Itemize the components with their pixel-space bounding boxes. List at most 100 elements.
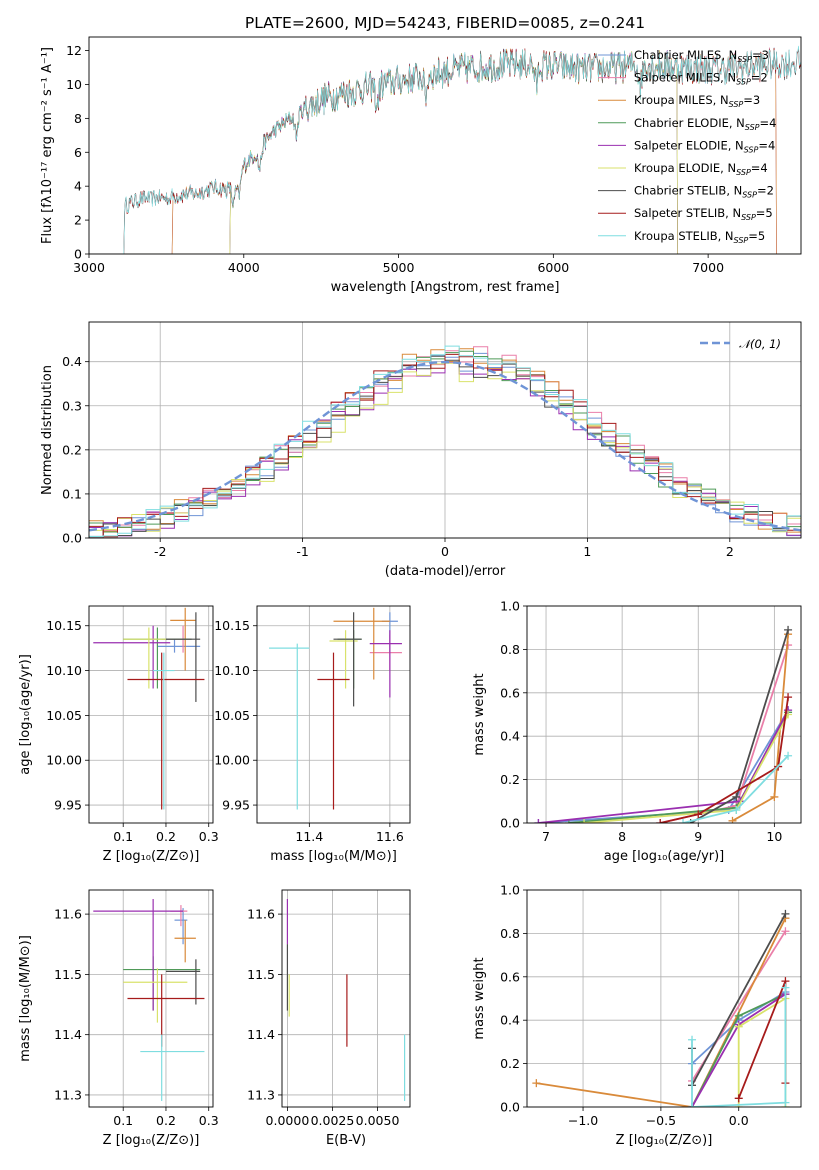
x-axis-label: age [log₁₀(age/yr)] bbox=[604, 849, 725, 864]
x-axis-label: Z [log₁₀(Z/Z⊙)] bbox=[616, 1133, 713, 1148]
y-axis-label: mass weight bbox=[472, 673, 487, 755]
y-axis-label: age [log₁₀(age/yr)] bbox=[18, 654, 33, 775]
y-tick-label: 0.6 bbox=[500, 685, 520, 700]
y-tick-label: 10 bbox=[66, 77, 82, 92]
y-tick-label: 0.4 bbox=[500, 729, 520, 744]
weight-point bbox=[770, 792, 779, 801]
weight-line-3 bbox=[568, 711, 789, 823]
x-tick-label: 0.0000 bbox=[266, 1113, 310, 1128]
x-tick-label: 0.1 bbox=[113, 1113, 133, 1128]
plot-area bbox=[532, 909, 790, 1107]
axes-frame bbox=[88, 605, 214, 824]
x-tick-label: 0.2 bbox=[156, 1113, 176, 1128]
y-tick-label: 4 bbox=[74, 179, 82, 194]
x-tick-label: 9 bbox=[694, 829, 702, 844]
axes-frame bbox=[256, 605, 411, 824]
y-tick-label: 2 bbox=[74, 213, 82, 228]
x-tick-label: -1 bbox=[296, 544, 308, 559]
y-tick-label: 10.05 bbox=[214, 708, 250, 723]
legend-label: Kroupa MILES, NSSP=3 bbox=[634, 93, 760, 109]
weight-line-0 bbox=[538, 709, 789, 823]
y-tick-label: 11.5 bbox=[247, 967, 275, 982]
chart-mass-vs-Z: 0.1 0.2 0.3 11.3 11.4 11.5 11.6 Z [log₁₀(Z/Z⊙)]… bbox=[18, 889, 219, 1148]
x-axis-label: mass [log₁₀(M/M⊙)] bbox=[270, 849, 397, 864]
chart-age-vs-mass: 11.4 11.6 9.95 10.00 10.05 10.10 10.15 mass [lo… bbox=[214, 605, 411, 864]
y-axis-label: mass weight bbox=[472, 957, 487, 1039]
spectrum-line-3 bbox=[89, 49, 801, 254]
chart-mass-vs-EBV: 0.0000 0.0025 0.0050 11.3 11.4 11.5 11.6 E(B-V) bbox=[247, 889, 411, 1148]
chart-residuals: -2 -1 0 1 2 0.0 0.1 0.2 0.3 0.4 (data-model)/error… bbox=[40, 321, 802, 579]
y-tick-label: 9.95 bbox=[222, 798, 250, 813]
weight-point bbox=[784, 751, 793, 760]
y-tick-label: 0.8 bbox=[500, 642, 520, 657]
x-tick-label: −0.5 bbox=[646, 1113, 676, 1128]
y-tick-label: 11.6 bbox=[54, 907, 82, 922]
x-tick-label: 0.2 bbox=[156, 829, 176, 844]
y-tick-label: 11.3 bbox=[247, 1087, 275, 1102]
weight-point bbox=[784, 693, 793, 702]
x-tick-label: 10 bbox=[766, 829, 782, 844]
y-tick-label: 0.8 bbox=[500, 926, 520, 941]
y-tick-label: 9.95 bbox=[54, 798, 82, 813]
x-tick-label: 2 bbox=[726, 544, 734, 559]
normal-curve bbox=[89, 360, 801, 532]
y-tick-label: 11.4 bbox=[247, 1027, 275, 1042]
weight-line-2 bbox=[536, 917, 787, 1107]
x-tick-label: 7 bbox=[542, 829, 550, 844]
y-tick-label: 10.15 bbox=[46, 618, 82, 633]
chart-title: PLATE=2600, MJD=54243, FIBERID=0085, z=0… bbox=[245, 14, 645, 32]
x-tick-label: 6000 bbox=[537, 260, 569, 275]
weight-point bbox=[728, 816, 737, 823]
x-tick-label: 5000 bbox=[383, 260, 415, 275]
y-axis-label: mass [log₁₀(M/M⊙)] bbox=[18, 935, 33, 1062]
x-tick-label: 0.3 bbox=[199, 829, 219, 844]
y-tick-label: 1.0 bbox=[500, 599, 520, 614]
weight-line-1 bbox=[659, 644, 789, 823]
weight-point bbox=[534, 819, 543, 823]
y-tick-label: 10.15 bbox=[214, 618, 250, 633]
plot-area bbox=[269, 607, 402, 810]
x-tick-label: 11.6 bbox=[376, 829, 404, 844]
weight-line-4 bbox=[538, 709, 789, 823]
chart-spectrum: 3000 4000 5000 6000 7000 0 2 4 6 8 10 12 wavelength … bbox=[40, 14, 802, 295]
weight-point bbox=[781, 927, 790, 936]
weight-point bbox=[656, 819, 665, 823]
y-tick-label: 0.4 bbox=[500, 1013, 520, 1028]
plot-area bbox=[89, 345, 801, 538]
x-tick-label: 4000 bbox=[228, 260, 260, 275]
y-tick-label: 11.3 bbox=[54, 1087, 82, 1102]
legend-label: Chabrier ELODIE, NSSP=4 bbox=[634, 116, 776, 132]
y-tick-label: 6 bbox=[74, 145, 82, 160]
y-tick-label: 0.2 bbox=[62, 442, 82, 457]
plot-area bbox=[89, 45, 801, 254]
spectrum-line-4 bbox=[89, 48, 801, 254]
weight-point bbox=[732, 792, 741, 801]
weight-point bbox=[734, 1011, 743, 1020]
y-tick-label: 10.10 bbox=[214, 663, 250, 678]
weight-point bbox=[694, 810, 703, 819]
y-tick-label: 10.00 bbox=[46, 753, 82, 768]
weight-point bbox=[688, 1103, 697, 1107]
y-tick-label: 10.05 bbox=[46, 708, 82, 723]
x-tick-label: 7000 bbox=[692, 260, 724, 275]
x-tick-label: −1.0 bbox=[568, 1113, 598, 1128]
legend-label: Kroupa ELODIE, NSSP=4 bbox=[634, 161, 768, 177]
y-tick-label: 0.2 bbox=[500, 772, 520, 787]
x-axis-label: Z [log₁₀(Z/Z⊙)] bbox=[103, 849, 200, 864]
y-tick-label: 12 bbox=[66, 43, 82, 58]
spectrum-line-7 bbox=[89, 47, 801, 254]
legend-label: Salpeter ELODIE, NSSP=4 bbox=[634, 138, 775, 154]
y-tick-label: 8 bbox=[74, 111, 82, 126]
chart-weight-vs-Z: −1.0 −0.5 0.0 0.0 0.2 0.4 0.6 0.8 1.0 Z [log₁₀(Z/… bbox=[472, 883, 802, 1148]
weight-line-8 bbox=[691, 987, 787, 1107]
x-axis-label: wavelength [Angstrom, rest frame] bbox=[331, 280, 560, 295]
y-tick-label: 0.1 bbox=[62, 486, 82, 501]
weight-point bbox=[734, 1094, 743, 1103]
x-tick-label: 1 bbox=[583, 544, 591, 559]
legend-label: Chabrier MILES, NSSP=3 bbox=[634, 48, 769, 64]
weight-point bbox=[732, 805, 741, 814]
weight-point bbox=[532, 1079, 541, 1088]
plot-area bbox=[286, 899, 406, 1101]
weight-point bbox=[781, 1098, 790, 1107]
y-tick-label: 11.5 bbox=[54, 967, 82, 982]
